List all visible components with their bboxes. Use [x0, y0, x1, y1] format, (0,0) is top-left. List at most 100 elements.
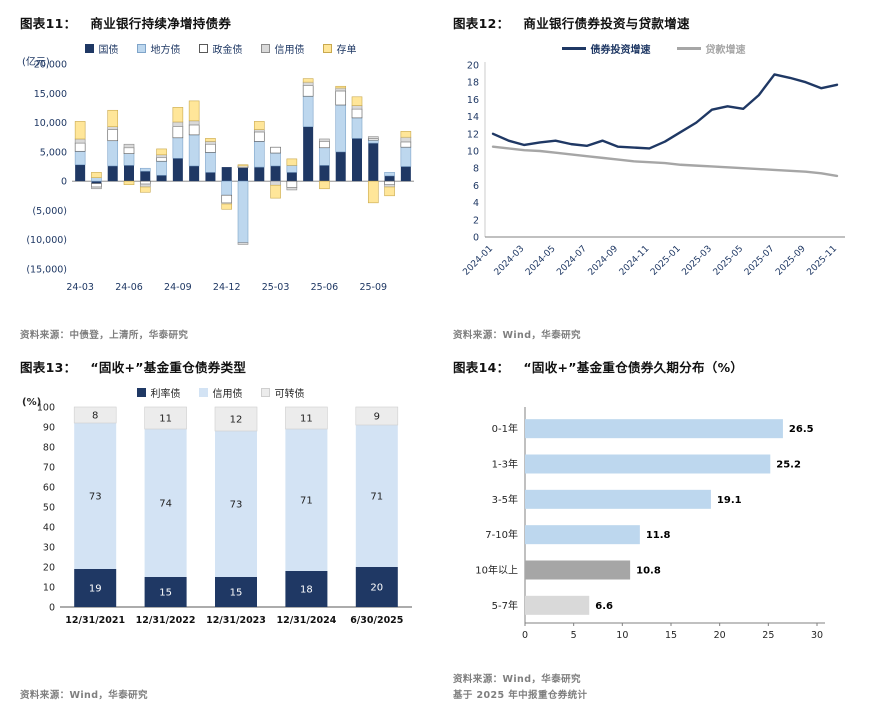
svg-text:73: 73	[89, 492, 102, 503]
legend-label: 信用债	[212, 388, 243, 400]
legend-label: 利率债	[150, 388, 181, 400]
legend-swatch	[136, 387, 146, 397]
legend-swatch	[136, 43, 146, 53]
figure-11-source: 资料来源：中债登，上清所，华泰研究	[20, 330, 189, 341]
svg-text:10,000: 10,000	[34, 118, 67, 129]
svg-text:73: 73	[230, 500, 243, 511]
figure-11-name: 商业银行持续净增持债券	[90, 16, 232, 31]
svg-text:0: 0	[473, 233, 479, 244]
legend-item-国债: 国债	[84, 41, 119, 56]
legend-swatch	[260, 387, 270, 397]
svg-text:15: 15	[230, 588, 243, 599]
svg-text:8: 8	[92, 411, 98, 422]
svg-text:2025-07: 2025-07	[743, 244, 777, 278]
svg-text:2024-09: 2024-09	[587, 244, 621, 278]
svg-text:2024-01: 2024-01	[461, 244, 495, 278]
svg-text:74: 74	[159, 499, 172, 510]
svg-text:2025-01: 2025-01	[649, 244, 683, 278]
svg-text:20: 20	[370, 583, 383, 594]
svg-text:5,000: 5,000	[40, 147, 67, 158]
figure-11-legend: 国债 地方债 政金债 信用债 存单	[18, 39, 423, 57]
figure-12-name: 商业银行债券投资与贷款增速	[523, 16, 690, 31]
svg-text:24-12: 24-12	[213, 282, 241, 293]
svg-text:2025-05: 2025-05	[712, 244, 746, 278]
svg-text:5: 5	[571, 630, 577, 641]
figure-13-panel: 图表13： “固收+”基金重仓债券类型 利率债 信用债 可转债 (%) 0 10 20 30…	[18, 354, 423, 702]
svg-text:12: 12	[230, 415, 243, 426]
legend-label: 可转债	[274, 388, 305, 400]
svg-text:26.5: 26.5	[789, 424, 814, 435]
figure-13-source: 资料来源：Wind，华泰研究	[20, 690, 148, 701]
figure-11-unit-label: (亿元)	[22, 57, 50, 68]
svg-text:9: 9	[374, 412, 380, 423]
svg-text:20: 20	[43, 563, 55, 574]
svg-text:25-06: 25-06	[311, 282, 339, 293]
legend-item-利率债: 利率债	[136, 385, 181, 400]
figure-12-title: 图表12： 商业银行债券投资与贷款增速	[451, 10, 856, 39]
figure-12-source: 资料来源：Wind，华泰研究	[453, 330, 581, 341]
legend-item-债券投资增速: 债券投资增速	[561, 41, 651, 56]
svg-text:100: 100	[37, 403, 55, 414]
svg-text:18: 18	[300, 585, 313, 596]
svg-text:16: 16	[467, 95, 479, 106]
svg-text:25: 25	[762, 630, 774, 641]
svg-text:11: 11	[300, 414, 313, 425]
legend-swatch	[84, 43, 94, 53]
svg-text:10: 10	[43, 583, 55, 594]
legend-item-存单: 存单	[322, 41, 357, 56]
svg-text:3-5年: 3-5年	[492, 493, 518, 506]
legend-item-地方债: 地方债	[136, 41, 181, 56]
legend-label: 政金债	[212, 44, 243, 56]
svg-text:(15,000): (15,000)	[26, 265, 67, 276]
figure-12-panel: 图表12： 商业银行债券投资与贷款增速 债券投资增速 贷款增速 0 2 4 6 8 10 12 1…	[451, 10, 856, 342]
svg-text:5-7年: 5-7年	[492, 599, 518, 612]
legend-label: 存单	[336, 44, 357, 56]
svg-text:11: 11	[159, 414, 172, 425]
svg-text:24-09: 24-09	[164, 282, 192, 293]
figure-13-chart-area: 利率债 信用债 可转债 (%) 0 10 20 30 40 50 60 70 80 90 100 19 73…	[18, 383, 423, 683]
figure-14-panel: 图表14： “固收+”基金重仓债券久期分布（%） 0 5 10 15 20 25 30 0-1年…	[451, 354, 856, 702]
svg-text:60: 60	[43, 483, 55, 494]
legend-swatch	[561, 46, 586, 50]
figure-11-panel: 图表11： 商业银行持续净增持债券 国债 地方债 政金债 信用债 存单 (亿元) (15,…	[18, 10, 423, 342]
svg-text:10.8: 10.8	[636, 566, 661, 577]
svg-text:11.8: 11.8	[646, 530, 671, 541]
svg-text:0: 0	[522, 630, 528, 641]
svg-text:2: 2	[473, 215, 479, 226]
svg-text:18: 18	[467, 78, 479, 89]
svg-text:24-06: 24-06	[115, 282, 143, 293]
svg-text:0-1年: 0-1年	[492, 422, 518, 435]
svg-text:14: 14	[467, 112, 479, 123]
svg-text:2025-09: 2025-09	[774, 244, 808, 278]
svg-text:6/30/2025: 6/30/2025	[350, 615, 403, 626]
legend-item-可转债: 可转债	[260, 385, 305, 400]
svg-text:0: 0	[61, 177, 67, 188]
svg-text:(10,000): (10,000)	[26, 235, 67, 246]
legend-label: 地方债	[150, 44, 181, 56]
figure-11-stacked-bar-chart: (15,000) (10,000) (5,000) 0 5,000 10,000 15,00…	[26, 60, 414, 293]
figure-13-label: 图表13：	[20, 360, 77, 375]
legend-item-政金债: 政金债	[198, 41, 243, 56]
figure-12-chart-area: 债券投资增速 贷款增速 0 2 4 6 8 10 12 14 16 18 20 2024-01 2024-…	[451, 39, 856, 323]
figure-12-legend: 债券投资增速 贷款增速	[451, 39, 856, 57]
legend-swatch	[260, 43, 270, 53]
svg-text:1-3年: 1-3年	[492, 458, 518, 471]
svg-text:25-03: 25-03	[262, 282, 290, 293]
svg-text:25.2: 25.2	[776, 460, 801, 471]
svg-text:12/31/2023: 12/31/2023	[206, 615, 266, 626]
figure-12-line-chart: 024681012141618202024-012024-032024-0520…	[461, 61, 845, 278]
svg-text:0: 0	[49, 603, 55, 614]
figure-13-name: “固收+”基金重仓债券类型	[90, 360, 247, 375]
legend-item-贷款增速: 贷款增速	[676, 41, 746, 56]
svg-text:12/31/2022: 12/31/2022	[136, 615, 196, 626]
svg-text:10年以上: 10年以上	[475, 564, 518, 577]
svg-text:15: 15	[159, 588, 172, 599]
svg-text:19: 19	[89, 584, 102, 595]
legend-label: 贷款增速	[705, 44, 746, 56]
legend-label: 债券投资增速	[590, 44, 651, 56]
svg-text:2024-07: 2024-07	[555, 244, 589, 278]
svg-text:12/31/2024: 12/31/2024	[276, 615, 336, 626]
svg-text:4: 4	[473, 198, 479, 209]
svg-text:71: 71	[370, 492, 383, 503]
